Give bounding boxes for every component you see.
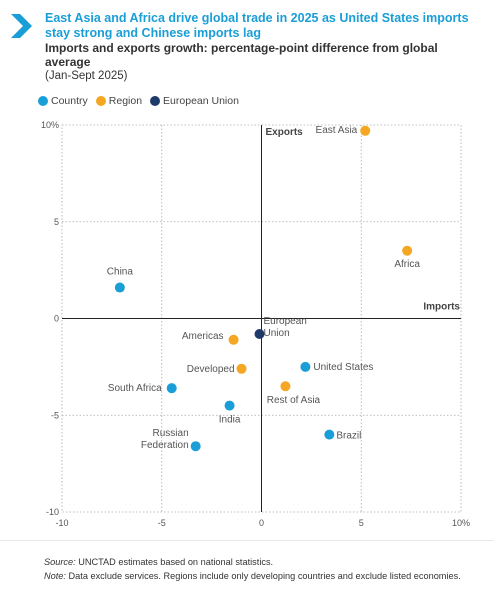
- data-point: [190, 441, 201, 452]
- y-tick-label: 0: [54, 314, 59, 324]
- chevron-right-icon: [11, 14, 32, 38]
- x-axis-label: Imports: [423, 302, 460, 313]
- note-label: Note:: [44, 570, 66, 581]
- x-tick-label: 5: [359, 518, 364, 528]
- legend-label-country: Country: [51, 95, 88, 107]
- data-point: [360, 125, 371, 136]
- x-tick-label: -10: [55, 518, 68, 528]
- legend-item-country: Country: [38, 95, 88, 107]
- legend-item-region: Region: [95, 95, 143, 107]
- data-point: [300, 361, 311, 372]
- footer-divider: [0, 540, 494, 541]
- data-point: [236, 363, 247, 374]
- y-tick-label: -5: [51, 410, 59, 420]
- data-point: [324, 429, 335, 440]
- data-label: Africa: [394, 259, 420, 270]
- data-label: United States: [313, 362, 373, 373]
- data-point: [402, 245, 413, 256]
- data-label: Developed: [187, 364, 235, 375]
- data-point: [114, 282, 125, 293]
- legend-swatch-eu: [150, 96, 161, 106]
- data-label: Rest of Asia: [267, 395, 321, 406]
- chart-period: (Jan-Sept 2025): [45, 70, 128, 82]
- chart-title: East Asia and Africa drive global trade …: [45, 11, 469, 40]
- source-text: UNCTAD estimates based on national stati…: [75, 557, 274, 567]
- y-tick-label: 5: [54, 217, 59, 227]
- x-tick-label: 10%: [452, 518, 470, 528]
- chart-legend: Country Region European Union: [38, 95, 239, 107]
- x-tick-label: -5: [158, 518, 166, 528]
- data-label: South Africa: [108, 383, 162, 394]
- y-tick-label: -10: [46, 507, 59, 517]
- source-label: Source:: [44, 557, 76, 567]
- legend-label-region: Region: [108, 95, 143, 107]
- chart-subtitle: Imports and exports growth: percentage-p…: [45, 41, 438, 69]
- source-line: Source: UNCTAD estimates based on nation…: [44, 556, 489, 570]
- legend-swatch-country: [38, 96, 48, 106]
- data-label: Americas: [182, 331, 224, 342]
- data-point: [280, 381, 291, 392]
- legend-swatch-region: [95, 96, 106, 106]
- legend-label-eu: European Union: [163, 95, 239, 107]
- x-tick-label: 0: [259, 518, 264, 528]
- data-label: European Union: [264, 316, 307, 339]
- data-label: Russian Federation: [141, 428, 189, 451]
- data-label: Brazil: [336, 431, 361, 442]
- y-tick-label: 10%: [41, 120, 59, 130]
- data-point: [166, 383, 177, 394]
- scatter-chart: -10 -5 0 5 10% 10% 5 0 -5 -10 Exports Imports East A…: [41, 120, 470, 528]
- data-point: [224, 400, 235, 411]
- legend-item-eu: European Union: [150, 95, 239, 107]
- data-point: [228, 334, 239, 345]
- data-label: China: [107, 267, 134, 278]
- note-text: Data exclude services. Regions include o…: [65, 570, 461, 581]
- note-line: Note: Data exclude services. Regions inc…: [44, 570, 489, 584]
- data-label: India: [219, 415, 241, 426]
- y-axis-label: Exports: [266, 127, 304, 138]
- data-point: [254, 328, 265, 339]
- data-label: East Asia: [316, 125, 358, 136]
- chart-footer: Source: UNCTAD estimates based on nation…: [44, 556, 489, 583]
